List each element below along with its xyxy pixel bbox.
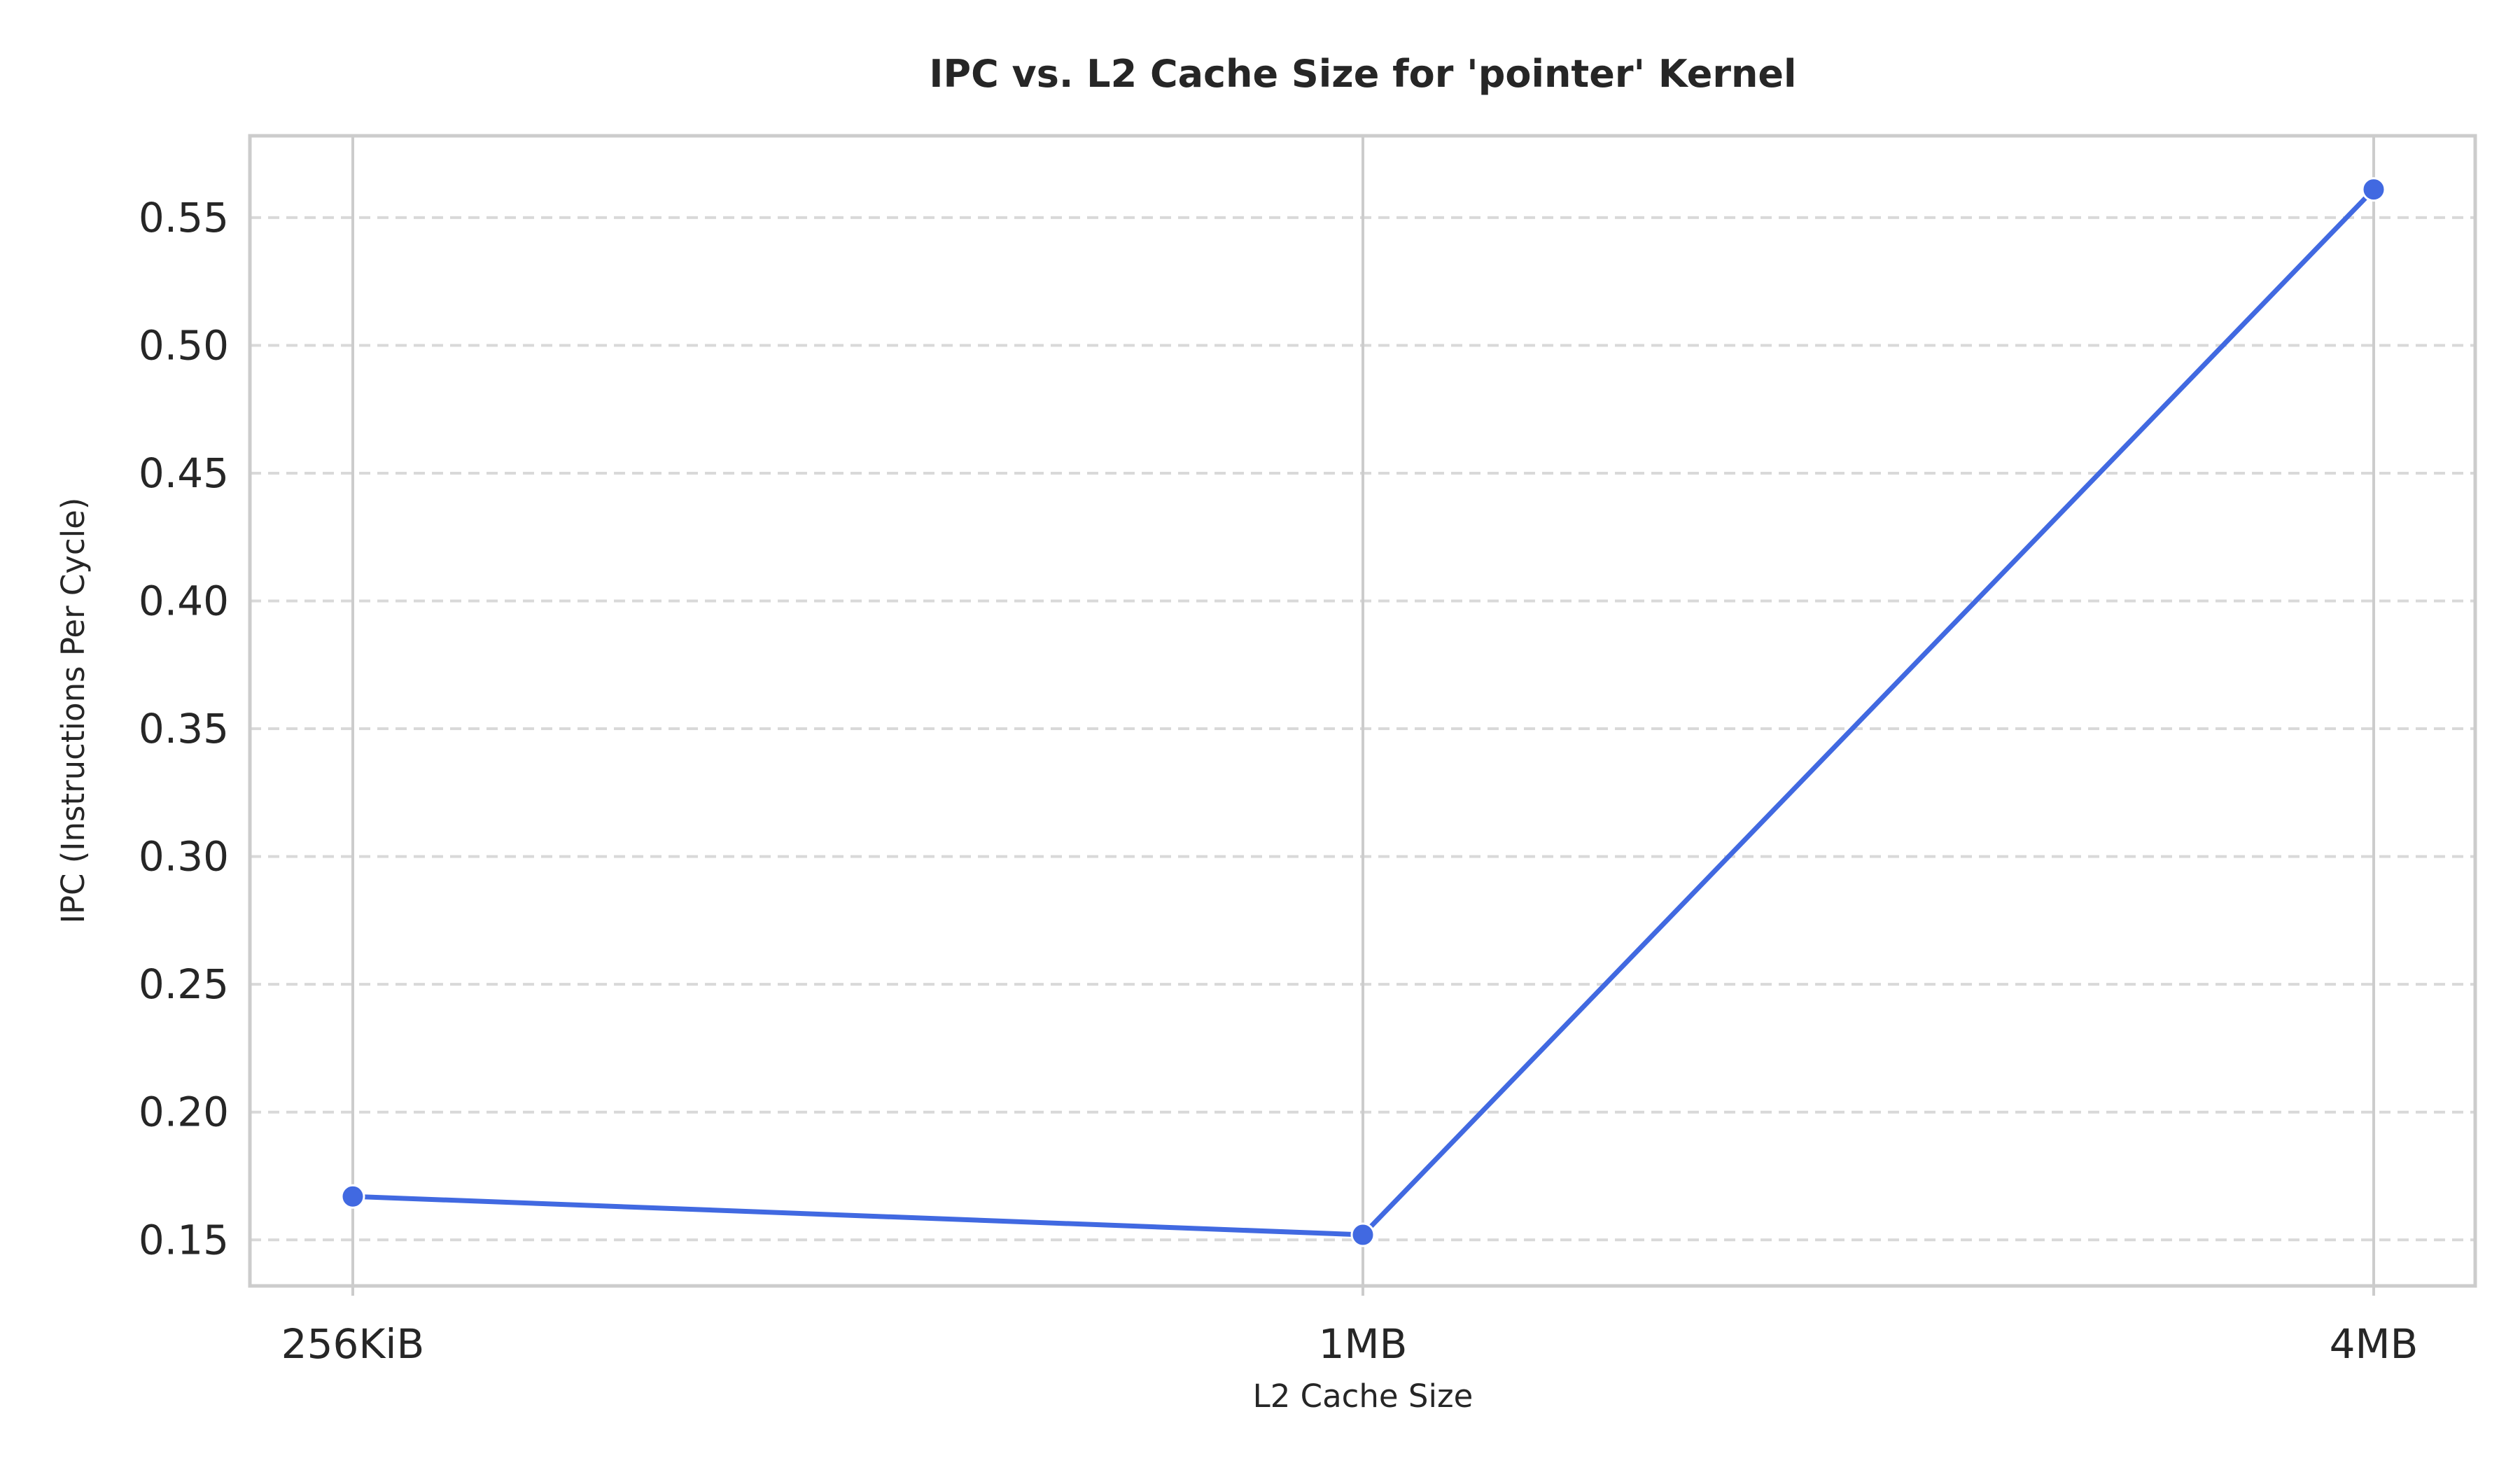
y-tick-label: 0.25 bbox=[139, 960, 229, 1008]
x-tick-label: 4MB bbox=[2330, 1320, 2418, 1368]
y-tick-label: 0.20 bbox=[139, 1088, 229, 1136]
y-tick-label: 0.30 bbox=[139, 833, 229, 881]
data-point-256kib bbox=[340, 1184, 365, 1209]
data-point-1mb bbox=[1350, 1222, 1376, 1247]
y-tick-label: 0.50 bbox=[139, 321, 229, 369]
series-layer bbox=[340, 177, 2386, 1247]
y-tick-label: 0.55 bbox=[139, 194, 229, 241]
y-tick-label: 0.15 bbox=[139, 1216, 229, 1264]
chart-title: IPC vs. L2 Cache Size for 'pointer' Kern… bbox=[929, 52, 1796, 96]
x-tick-label: 1MB bbox=[1319, 1320, 1408, 1368]
y-tick-label: 0.35 bbox=[139, 705, 229, 752]
x-tick-label: 256KiB bbox=[281, 1320, 425, 1368]
y-tick-label: 0.45 bbox=[139, 449, 229, 497]
tick-layer: 0.15 0.20 0.25 0.30 0.35 0.40 0.45 0.50 0.55 256K… bbox=[139, 194, 2418, 1368]
data-point-4mb bbox=[2361, 177, 2386, 202]
y-axis-label: IPC (Instructions Per Cycle) bbox=[55, 498, 92, 924]
grid-layer bbox=[250, 136, 2475, 1286]
x-axis-label: L2 Cache Size bbox=[1253, 1378, 1474, 1415]
y-tick-label: 0.40 bbox=[139, 578, 229, 625]
